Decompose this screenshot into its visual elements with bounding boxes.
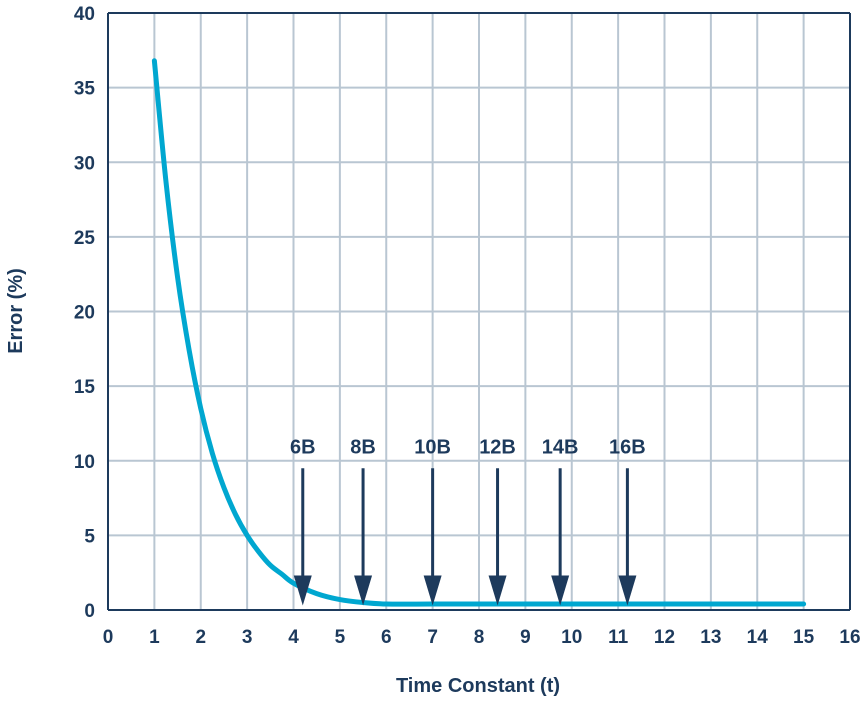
y-tick-label: 35: [74, 79, 96, 100]
error-curve: [151, 58, 807, 607]
axes: [107, 12, 851, 611]
bit-resolution-label: 10B: [414, 436, 451, 458]
series-layer: [151, 58, 807, 607]
y-tick-label: 5: [84, 526, 95, 547]
bit-resolution-label: 12B: [479, 436, 516, 458]
x-tick-label: 10: [561, 627, 582, 648]
x-tick-label: 16: [839, 627, 860, 648]
x-tick-label: 8: [474, 627, 485, 648]
bit-resolution-label: 14B: [542, 436, 579, 458]
bit-resolution-label: 16B: [609, 436, 646, 458]
x-tick-label: 13: [700, 627, 721, 648]
x-tick-label: 1: [149, 627, 160, 648]
x-tick-label: 5: [335, 627, 346, 648]
bit-resolution-label: 8B: [350, 436, 376, 458]
x-tick-label: 7: [427, 627, 438, 648]
annotation-arrow-head: [423, 575, 442, 606]
x-tick-label: 9: [520, 627, 531, 648]
annotation-arrow-head: [618, 575, 637, 606]
x-tick-label: 15: [793, 627, 815, 648]
x-tick-label: 6: [381, 627, 392, 648]
x-tick-label: 14: [747, 627, 769, 648]
bit-resolution-label: 6B: [290, 436, 316, 458]
x-tick-labels: 0 1 2 3 4 5 6 7 8 9 10 11 12 13 14 15 16: [103, 627, 861, 648]
annotation-arrow-head: [354, 575, 373, 606]
x-axis-title: Time Constant (t): [396, 675, 560, 697]
y-tick-label: 15: [74, 377, 96, 398]
annotation-layer: 6B 8B 10B 12B 14B 16B: [290, 436, 646, 606]
y-tick-label: 40: [74, 4, 95, 25]
grid: [108, 13, 850, 610]
annotation-arrow-head: [551, 575, 570, 606]
y-tick-label: 30: [74, 153, 95, 174]
x-tick-label: 0: [103, 627, 114, 648]
x-tick-label: 2: [195, 627, 206, 648]
y-tick-label: 25: [74, 228, 96, 249]
annotation-arrow-head: [293, 575, 312, 606]
y-tick-label: 0: [84, 601, 95, 622]
y-tick-label: 20: [74, 303, 95, 324]
x-tick-label: 11: [608, 627, 629, 648]
x-tick-label: 4: [288, 627, 299, 648]
x-tick-label: 12: [654, 627, 675, 648]
y-axis-title: Error (%): [5, 268, 27, 354]
y-tick-labels: 0 5 10 15 20 25 30 35 40: [74, 4, 96, 622]
x-tick-label: 3: [242, 627, 253, 648]
annotation-arrow-head: [488, 575, 507, 606]
y-tick-label: 10: [74, 452, 95, 473]
